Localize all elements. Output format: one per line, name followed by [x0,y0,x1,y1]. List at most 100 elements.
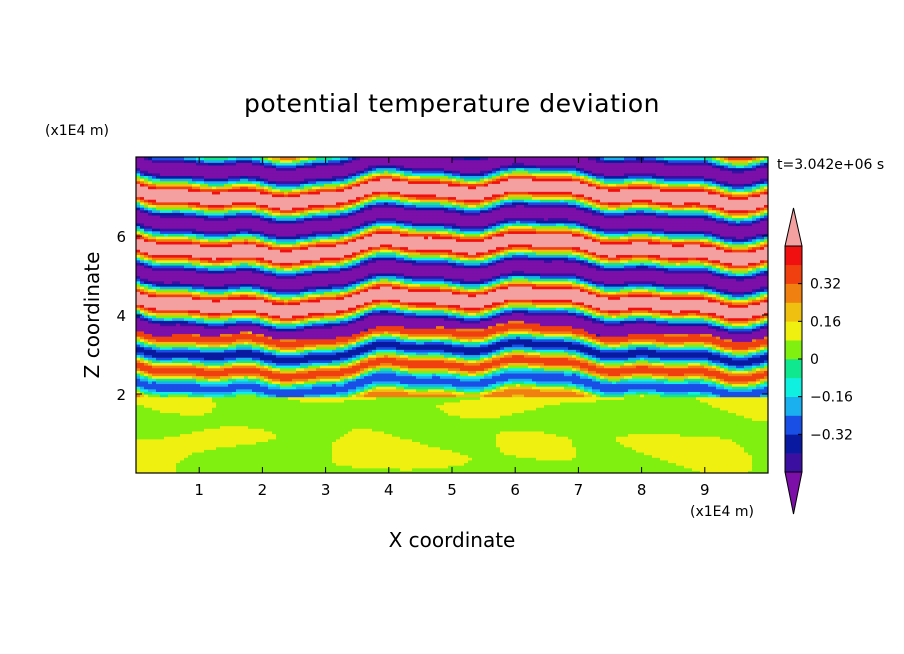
field-cell [756,386,765,390]
field-cell [696,396,768,400]
field-cell [480,317,489,321]
field-cell [432,375,441,379]
field-cell [380,299,389,303]
field-cell [440,286,453,290]
field-cell [236,214,253,219]
field-cell [720,262,725,266]
field-cell [528,254,569,258]
field-cell [576,386,581,390]
field-cell [508,196,533,200]
field-cell [140,343,145,348]
field-cell [148,170,357,174]
field-cell [324,207,341,211]
field-cell [416,228,449,232]
field-cell [720,296,725,300]
field-cell [600,259,609,263]
field-cell [588,204,593,208]
field-cell [268,207,273,211]
field-cell [748,317,757,321]
field-cell [140,251,145,256]
field-cell [368,180,409,184]
field-cell [500,283,509,287]
field-cell [184,212,197,216]
field-cell [484,288,489,292]
field-cell [304,315,313,319]
field-cell [628,338,657,342]
field-cell [152,407,213,411]
field-cell [372,225,381,229]
field-cell [228,264,237,269]
field-cell [368,328,457,332]
field-cell [600,346,613,350]
field-cell [204,236,225,240]
field-cell [528,191,573,195]
field-cell [368,233,373,237]
y-axis-label: Z coordinate [80,252,104,379]
field-cell [628,183,653,187]
field-cell [368,172,373,177]
field-cell [408,251,421,256]
field-cell [756,238,761,242]
field-cell [224,162,237,166]
field-cell [584,336,589,340]
field-cell [356,394,365,398]
field-cell [716,217,725,221]
field-cell [388,246,401,250]
field-cell [452,257,461,261]
field-cell [756,275,768,279]
field-cell [504,322,541,327]
field-cell [584,317,593,321]
field-cell [580,309,585,313]
field-cell [644,178,657,182]
field-cell [136,238,145,242]
field-cell [712,259,721,263]
colorbar-band [785,264,802,284]
field-cell [216,446,333,450]
field-cell [296,164,305,169]
field-cell [580,386,585,390]
field-cell [592,199,597,203]
field-cell [368,246,373,250]
field-cell [140,378,149,382]
field-cell [632,309,649,313]
field-cell [712,272,717,277]
field-cell [424,341,445,345]
field-cell [396,217,505,221]
field-cell [300,301,365,306]
field-cell [152,259,157,263]
field-cell [756,236,765,240]
field-cell [508,225,533,229]
field-cell [596,341,601,345]
field-cell [316,188,337,192]
field-cell [436,404,545,408]
field-cell [144,233,149,237]
field-cell [328,159,341,163]
field-cell [620,441,737,445]
field-cell [724,193,733,198]
field-cell [736,296,741,300]
field-cell [748,301,753,306]
field-cell [316,320,329,324]
field-cell [448,207,457,211]
field-cell [212,396,289,400]
field-cell [720,343,761,348]
field-cell [732,338,753,342]
field-cell [136,207,141,211]
field-cell [600,388,629,392]
field-cell [136,301,273,306]
field-cell [296,272,305,277]
field-cell [740,444,768,448]
field-cell [412,372,433,377]
field-cell [360,170,365,174]
field-cell [496,354,505,358]
field-cell [364,201,369,205]
field-cell [656,320,669,324]
field-cell [576,278,581,282]
field-cell [496,336,501,340]
field-cell [268,299,277,303]
field-cell [764,180,768,184]
field-cell [588,315,593,319]
field-cell [264,212,269,216]
field-cell [496,309,501,313]
field-cell [532,299,573,303]
